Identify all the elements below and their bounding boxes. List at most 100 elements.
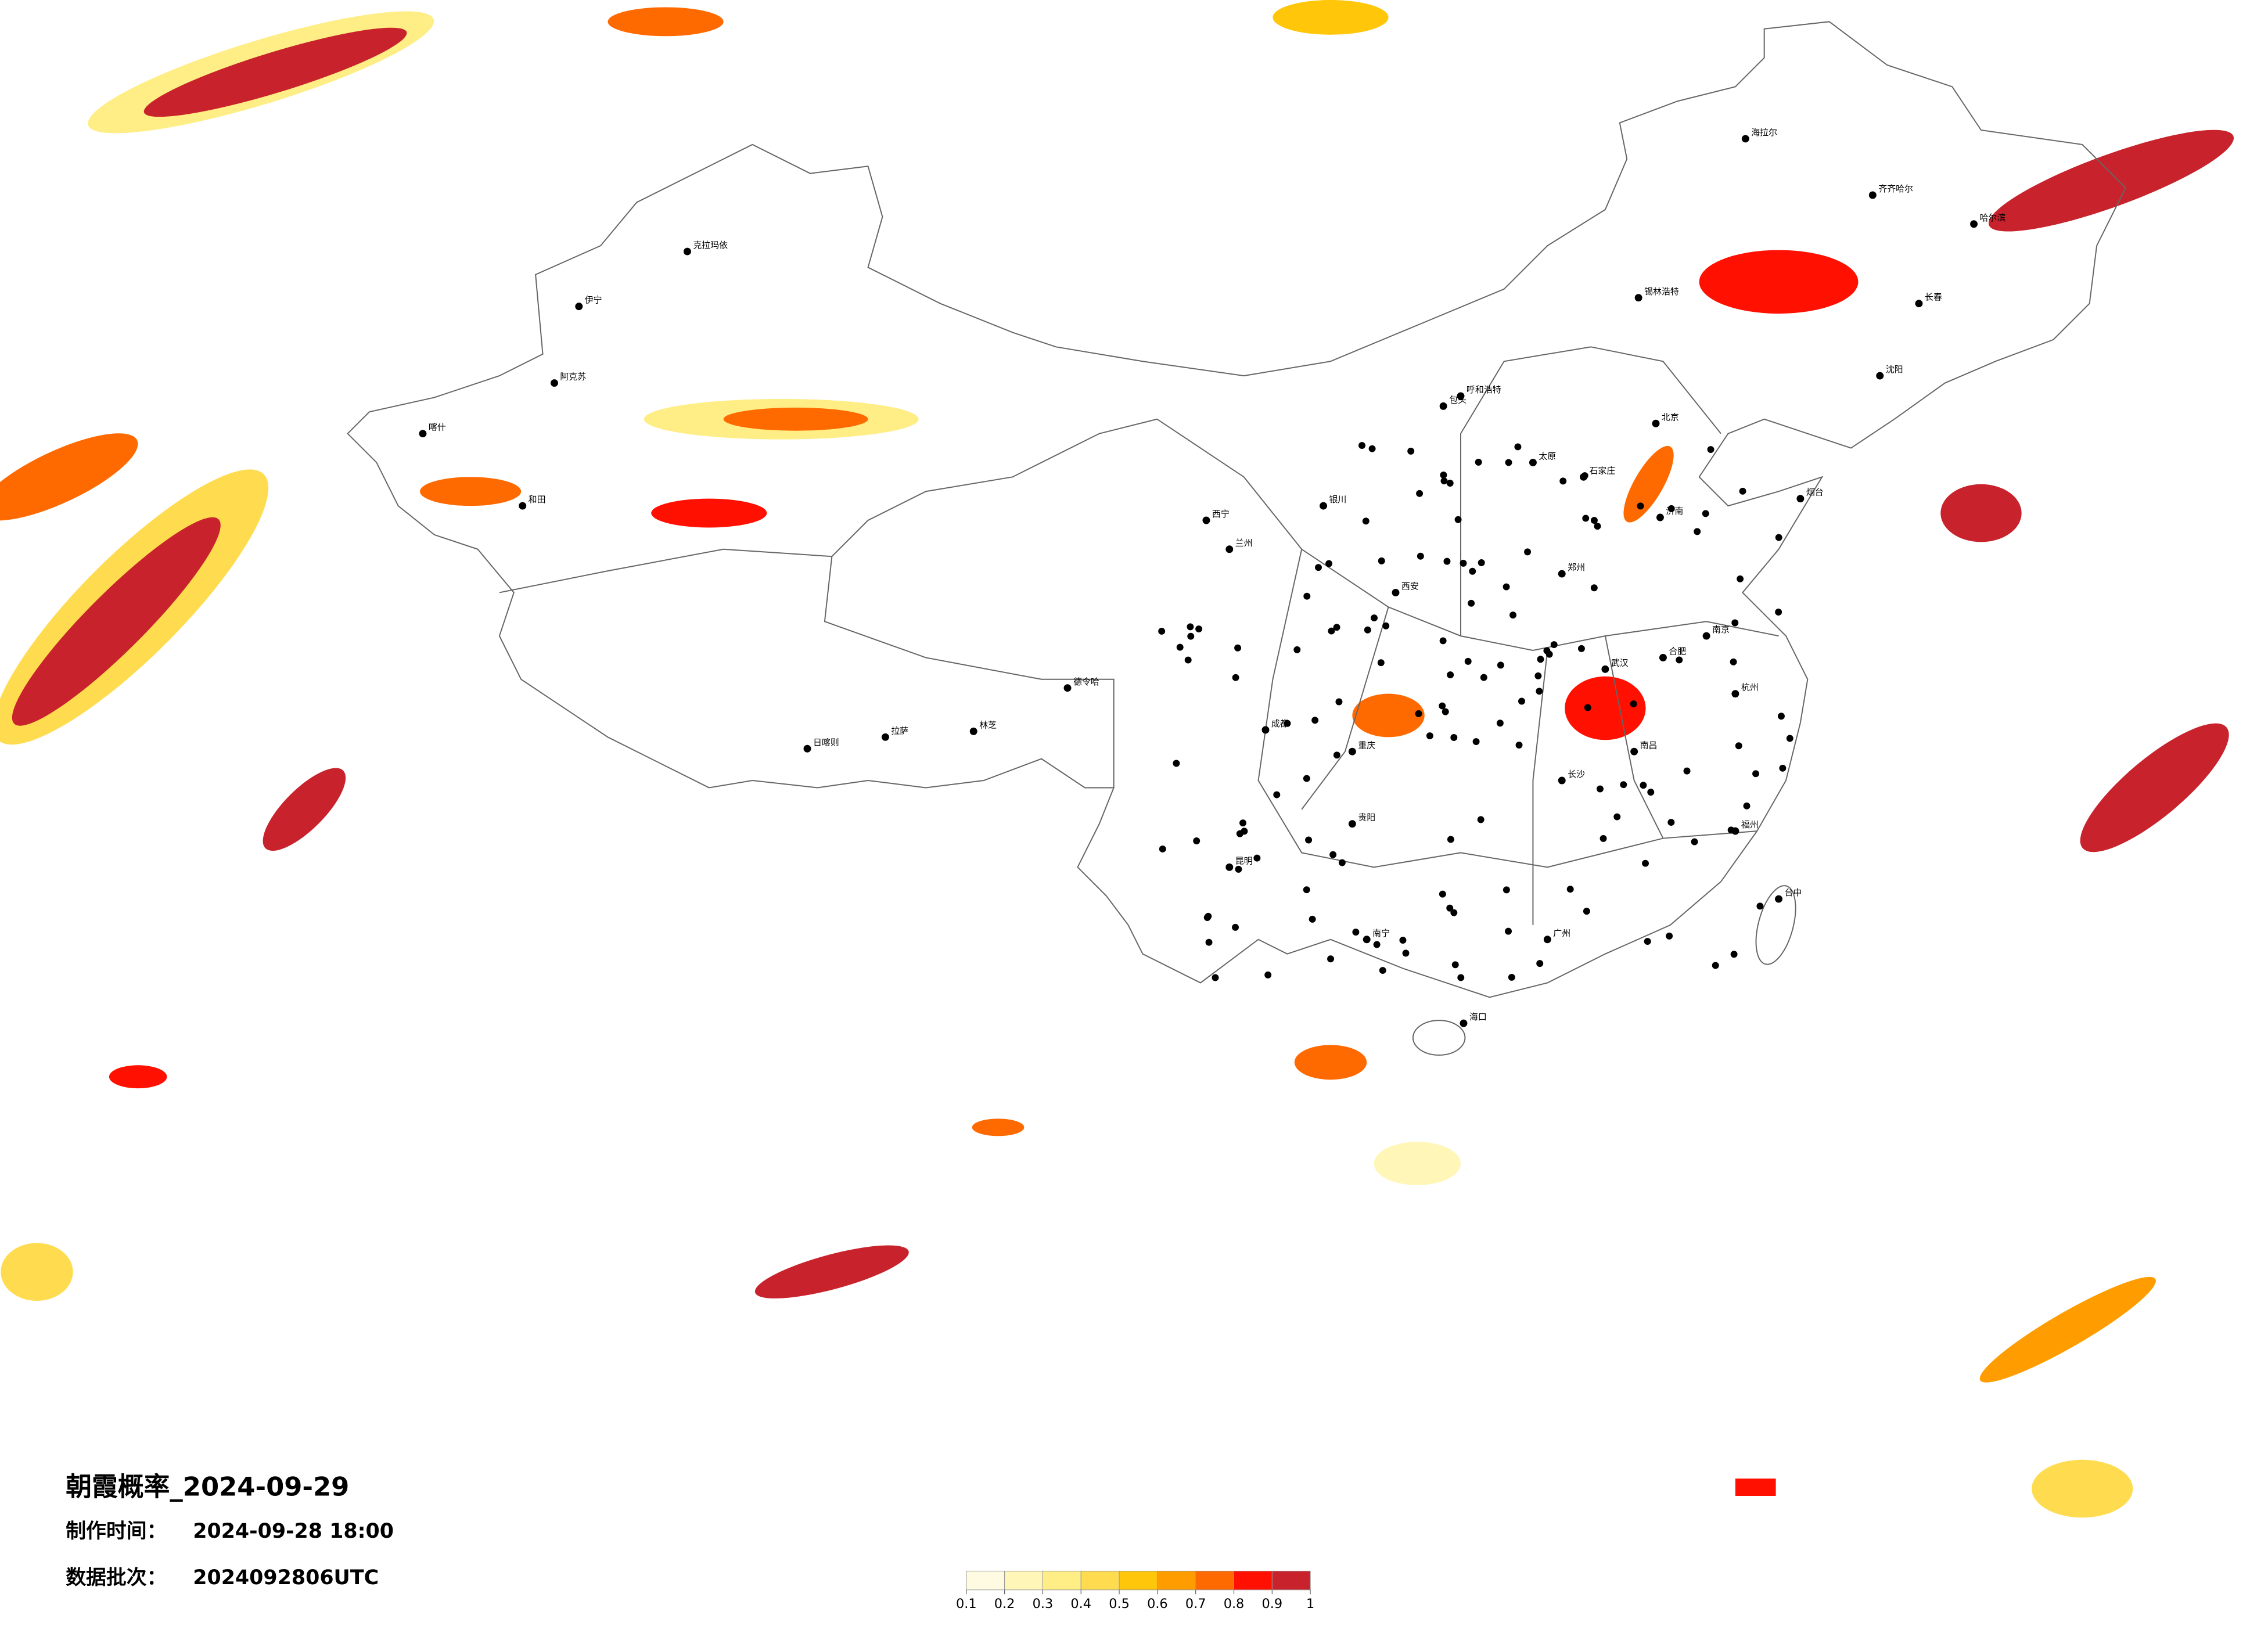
city-label: 昆明 xyxy=(1235,855,1253,866)
station-dot xyxy=(1417,552,1424,560)
station-dot xyxy=(1439,890,1446,898)
station-dot xyxy=(1582,515,1590,522)
station-dot xyxy=(1647,789,1655,796)
colorbar-tick-label: 0.8 xyxy=(1224,1596,1245,1611)
station-dot xyxy=(1382,622,1390,629)
station-dot xyxy=(1583,908,1590,915)
station-dot xyxy=(1241,828,1248,835)
city-dot xyxy=(1970,220,1978,228)
station-dot xyxy=(1377,659,1385,667)
station-dot xyxy=(1667,505,1675,512)
city-dot xyxy=(1348,820,1356,828)
station-dot xyxy=(1450,734,1458,741)
station-dot xyxy=(1442,708,1449,715)
cities: 克拉玛依伊宁阿克苏和田喀什日喀则拉萨林芝德令哈西宁兰州银川呼和浩特包头锡林浩特海… xyxy=(419,127,2005,1027)
city-label: 台中 xyxy=(1785,887,1802,898)
city-label: 包头 xyxy=(1449,394,1467,405)
station-dot xyxy=(1676,656,1683,664)
city-dot xyxy=(1915,300,1923,308)
city-label: 锡林浩特 xyxy=(1644,286,1679,297)
station-dot xyxy=(1379,967,1386,974)
city-label: 南宁 xyxy=(1372,928,1390,938)
station-dot xyxy=(1457,974,1465,981)
city-dot xyxy=(550,379,558,387)
city-label: 德令哈 xyxy=(1073,677,1099,687)
station-dot xyxy=(1777,713,1785,720)
station-dot xyxy=(1503,583,1510,591)
station-dot xyxy=(1416,490,1424,497)
station-dot xyxy=(1293,646,1301,653)
city-dot xyxy=(1320,502,1328,510)
city-label: 烟台 xyxy=(1806,487,1824,498)
city-dot xyxy=(1731,690,1739,698)
city-dot xyxy=(1558,776,1566,785)
city-label: 克拉玛依 xyxy=(693,240,728,250)
station-dot xyxy=(1779,764,1787,772)
city-dot xyxy=(1796,495,1805,503)
colorbar-tick-label: 0.1 xyxy=(956,1596,977,1611)
station-dot xyxy=(1752,770,1759,778)
colorbar-swatch xyxy=(1195,1570,1235,1591)
station-dot xyxy=(1756,902,1764,910)
station-dot xyxy=(1472,738,1480,746)
city-dot xyxy=(1652,419,1660,427)
city-dot xyxy=(1543,936,1551,944)
station-dot xyxy=(1333,624,1340,631)
city-dot xyxy=(1775,895,1783,903)
city-dot xyxy=(1457,392,1465,400)
city-dot xyxy=(1876,372,1884,380)
station-dot xyxy=(1426,732,1433,740)
city-label: 杭州 xyxy=(1741,682,1759,693)
station-dot xyxy=(1460,559,1467,567)
city-dot xyxy=(683,247,691,256)
station-dot xyxy=(1328,627,1335,635)
station-dot xyxy=(1373,941,1381,948)
station-dot xyxy=(1335,698,1343,706)
station-dot xyxy=(1173,760,1180,767)
station-dot xyxy=(1691,838,1698,846)
station-dot xyxy=(1443,557,1451,565)
station-dot xyxy=(1667,819,1675,826)
station-dot xyxy=(1364,626,1371,634)
station-dot xyxy=(1305,836,1313,844)
station-dot xyxy=(1505,459,1512,466)
station-dot xyxy=(1707,446,1715,454)
station-dot xyxy=(1232,923,1239,931)
probability-field xyxy=(0,0,2234,1518)
station-dot xyxy=(1439,702,1446,710)
city-dot xyxy=(1225,863,1234,871)
city-label: 武汉 xyxy=(1611,657,1629,668)
colorbar-tick-label: 1 xyxy=(1306,1596,1314,1611)
city-label: 长春 xyxy=(1925,292,1942,303)
map-title: 朝霞概率_2024-09-29 xyxy=(66,1472,349,1502)
station-dot xyxy=(1352,929,1360,936)
station-dot xyxy=(1702,510,1709,517)
station-dot xyxy=(1712,962,1719,969)
station-dot xyxy=(1737,575,1744,582)
station-dot xyxy=(1368,445,1376,452)
station-dot xyxy=(1534,672,1542,679)
station-dot xyxy=(1775,609,1782,616)
station-dot xyxy=(1205,938,1213,946)
city-dot xyxy=(1601,665,1609,673)
station-dot xyxy=(1338,859,1346,866)
info-value: 2024092806UTC xyxy=(193,1566,379,1589)
city-dot xyxy=(1460,1019,1468,1027)
city-label: 伊宁 xyxy=(585,295,602,305)
station-dot xyxy=(1212,974,1219,981)
colorbar-swatch xyxy=(1157,1570,1196,1591)
station-dot xyxy=(1743,802,1751,810)
station-dot xyxy=(1496,720,1504,727)
station-dot xyxy=(1239,819,1246,827)
city-dot xyxy=(1630,747,1638,756)
station-dot xyxy=(1727,826,1735,834)
station-dot xyxy=(1235,865,1242,873)
station-dot xyxy=(1311,717,1319,724)
city-label: 重庆 xyxy=(1358,740,1375,750)
station-dot xyxy=(1694,528,1701,535)
city-dot xyxy=(1558,570,1566,578)
station-dot xyxy=(1735,742,1742,750)
station-dot xyxy=(1590,584,1598,592)
city-label: 郑州 xyxy=(1568,562,1585,573)
station-dot xyxy=(1371,614,1378,622)
